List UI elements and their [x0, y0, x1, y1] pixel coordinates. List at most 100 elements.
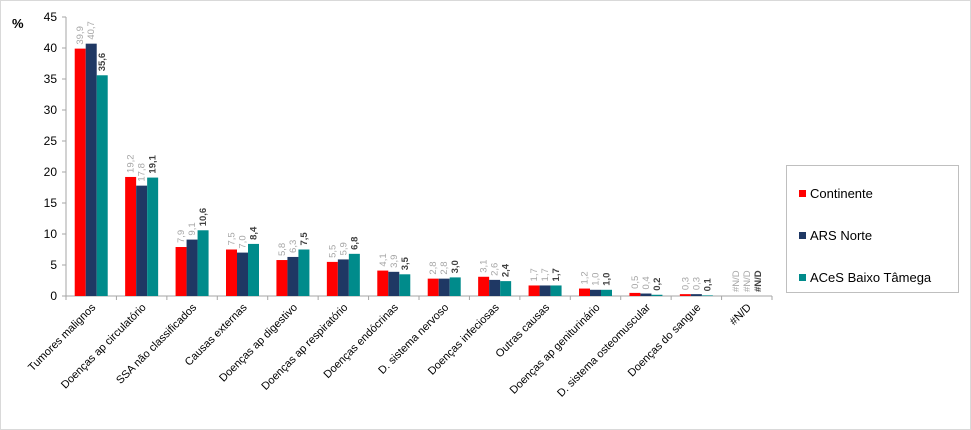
bar	[276, 260, 288, 296]
legend-swatch-continente	[799, 190, 806, 197]
x-category-label: #N/D	[728, 302, 754, 328]
y-tick-label: 5	[50, 258, 57, 272]
data-label: 0,2	[652, 278, 663, 291]
data-label: 7,0	[238, 235, 249, 248]
legend: Continente ARS Norte ACeS Baixo Tâmega	[786, 165, 959, 293]
data-label: 4,1	[378, 253, 389, 266]
y-tick-label: 15	[44, 196, 58, 210]
bar	[147, 177, 159, 296]
data-label: 0,3	[680, 277, 691, 290]
data-label: 0,3	[691, 277, 702, 290]
bar	[85, 43, 97, 296]
bar	[377, 270, 389, 296]
legend-label-aces-baixo-tamega: ACeS Baixo Tâmega	[810, 270, 932, 285]
legend-swatch-aces-baixo-tamega	[799, 274, 806, 281]
legend-swatch-ars-norte	[799, 232, 806, 239]
bar	[298, 249, 310, 296]
legend-item-continente: Continente	[799, 186, 873, 201]
y-tick-label: 25	[44, 134, 58, 148]
legend-item-aces-baixo-tamega: ACeS Baixo Tâmega	[799, 270, 931, 285]
data-label: 9,1	[187, 222, 198, 235]
bar	[237, 252, 248, 296]
y-tick-label: 40	[44, 41, 58, 55]
bar	[326, 261, 338, 296]
bar	[579, 288, 590, 296]
x-category-label: Doenças ap circulatório	[59, 302, 149, 392]
data-label: 1,2	[580, 271, 591, 284]
bar	[136, 185, 148, 296]
bar	[348, 253, 360, 296]
bar	[427, 278, 439, 296]
data-label: 7,5	[227, 232, 238, 245]
bar	[449, 277, 461, 296]
data-label: 39,9	[75, 26, 86, 45]
bar	[550, 285, 562, 296]
x-category-label: Doenças ap respiratório	[259, 302, 350, 393]
y-axis-label: %	[12, 16, 24, 31]
bar	[197, 230, 209, 296]
data-label: 7,5	[299, 232, 310, 246]
legend-item-ars-norte: ARS Norte	[799, 228, 872, 243]
x-category-label: D. sistema osteomuscular	[555, 301, 653, 399]
bar	[226, 249, 237, 296]
bar	[690, 294, 702, 296]
data-label: 3,9	[389, 255, 400, 268]
legend-label-ars-norte: ARS Norte	[810, 228, 873, 243]
data-label: 1,0	[602, 273, 613, 286]
bar	[125, 176, 137, 296]
bar	[539, 285, 551, 296]
data-label: #N/D	[742, 270, 753, 292]
bar	[629, 292, 641, 296]
bar	[528, 285, 540, 296]
data-label: 2,6	[490, 263, 501, 276]
bar	[287, 256, 299, 296]
data-label: 19,1	[148, 154, 159, 173]
bar	[438, 278, 450, 296]
data-label: 1,0	[591, 273, 602, 286]
data-label: 6,8	[349, 237, 360, 250]
bar	[679, 294, 691, 296]
bar	[478, 276, 490, 296]
data-label: 5,9	[338, 242, 349, 255]
data-label: 0,5	[630, 276, 641, 289]
data-label: 3,1	[479, 260, 490, 273]
y-tick-label: 20	[44, 165, 58, 179]
bar	[399, 274, 411, 296]
data-label: 40,7	[86, 21, 97, 40]
bar	[248, 243, 259, 296]
data-label: 19,2	[126, 154, 137, 173]
data-label: 17,8	[137, 163, 148, 182]
data-label: 1,7	[540, 268, 551, 281]
bar	[500, 281, 512, 296]
bar	[337, 259, 349, 296]
data-label: 0,1	[702, 277, 713, 291]
y-tick-label: 35	[44, 72, 58, 86]
y-tick-label: 45	[44, 10, 58, 24]
bar	[489, 279, 501, 296]
data-label: #N/D	[731, 270, 742, 292]
legend-label-continente: Continente	[810, 186, 873, 201]
bar	[74, 48, 86, 297]
data-label: 2,4	[501, 263, 512, 277]
bar	[96, 75, 108, 296]
bar	[601, 289, 612, 296]
bar	[651, 294, 663, 296]
data-label: 3,0	[450, 260, 461, 273]
bar	[640, 293, 652, 296]
data-label: 5,8	[277, 243, 288, 256]
data-label: 2,8	[428, 261, 439, 274]
data-label: 2,8	[439, 261, 450, 274]
x-category-label: Doenças ap geniturinário	[508, 302, 603, 397]
bar	[590, 289, 601, 296]
data-label: 5,5	[327, 245, 338, 258]
data-label: 3,5	[400, 256, 411, 270]
bar	[701, 295, 713, 296]
data-label: #N/D	[753, 270, 764, 292]
y-tick-label: 10	[44, 227, 58, 241]
y-tick-label: 30	[44, 103, 58, 117]
data-label: 10,6	[198, 208, 209, 227]
data-label: 6,3	[288, 240, 299, 253]
data-label: 8,4	[249, 226, 260, 240]
bar	[388, 271, 400, 296]
